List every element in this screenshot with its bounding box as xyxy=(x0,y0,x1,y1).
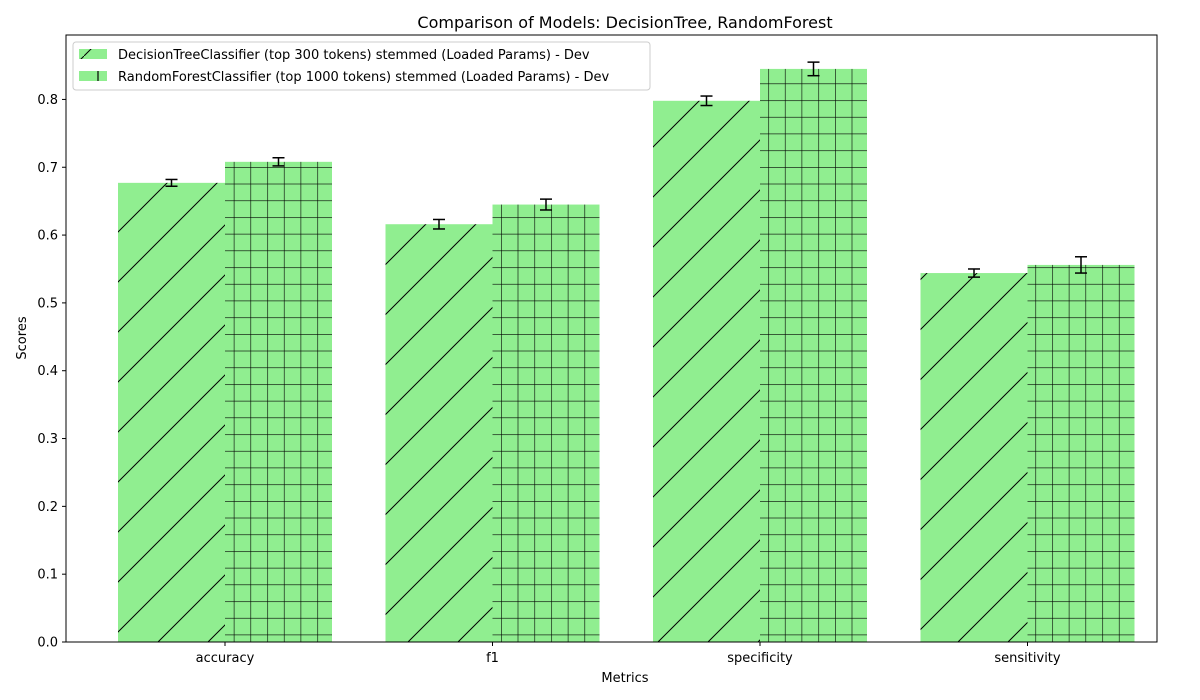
y-tick-label: 0.6 xyxy=(37,229,58,244)
bars-group xyxy=(118,68,1135,643)
error-bar-randomforest-specificity xyxy=(807,61,820,77)
error-bar-decisiontree-specificity xyxy=(700,95,713,107)
error-bar-decisiontree-sensitivity xyxy=(968,268,980,278)
bar-randomforest-sensitivity xyxy=(1027,264,1135,642)
x-tick-label-accuracy: accuracy xyxy=(196,651,255,666)
y-tick-label: 0.8 xyxy=(37,93,58,108)
bar-decisiontree-accuracy xyxy=(118,182,225,642)
y-tick-label: 0.3 xyxy=(37,432,58,447)
bar-randomforest-f1 xyxy=(492,204,600,642)
legend-label-decisiontree: DecisionTreeClassifier (top 300 tokens) … xyxy=(118,48,590,63)
x-tick-label-f1: f1 xyxy=(486,651,499,666)
bar-randomforest-specificity xyxy=(760,68,867,642)
bar-decisiontree-specificity xyxy=(653,100,760,642)
error-bar-randomforest-accuracy xyxy=(272,157,285,167)
error-bar-decisiontree-f1 xyxy=(433,218,445,230)
y-axis-label: Scores xyxy=(15,316,30,359)
legend: DecisionTreeClassifier (top 300 tokens) … xyxy=(72,41,651,91)
y-tick-label: 0.2 xyxy=(37,500,58,515)
x-axis-label: Metrics xyxy=(601,671,648,686)
chart-title: Comparison of Models: DecisionTree, Rand… xyxy=(417,13,832,32)
y-tick-label: 0.4 xyxy=(37,364,58,379)
y-tick-label: 0.7 xyxy=(37,161,58,176)
error-bar-randomforest-f1 xyxy=(540,198,552,211)
plot-frame xyxy=(65,34,1158,643)
x-tick-label-specificity: specificity xyxy=(727,651,793,666)
x-tick-label-sensitivity: sensitivity xyxy=(994,651,1061,666)
x-axis: accuracy f1 specificity sensitivity xyxy=(196,642,1061,666)
legend-frame xyxy=(72,41,651,91)
y-tick-label: 0.1 xyxy=(37,568,58,583)
legend-label-randomforest: RandomForestClassifier (top 1000 tokens)… xyxy=(118,70,609,85)
bar-decisiontree-sensitivity xyxy=(920,273,1028,642)
y-tick-label: 0.5 xyxy=(37,296,58,311)
y-axis: 0.0 0.1 0.2 0.3 0.4 0.5 0.6 0.7 0.8 xyxy=(37,93,66,651)
error-bar-randomforest-sensitivity xyxy=(1075,256,1087,274)
legend-swatch-decisiontree xyxy=(79,49,107,59)
y-tick-label: 0.0 xyxy=(37,636,58,651)
legend-swatch-randomforest xyxy=(79,71,107,81)
bar-randomforest-accuracy xyxy=(225,161,332,643)
bar-decisiontree-f1 xyxy=(385,224,493,642)
error-bar-decisiontree-accuracy xyxy=(165,178,178,187)
error-bars-group xyxy=(165,61,1087,278)
